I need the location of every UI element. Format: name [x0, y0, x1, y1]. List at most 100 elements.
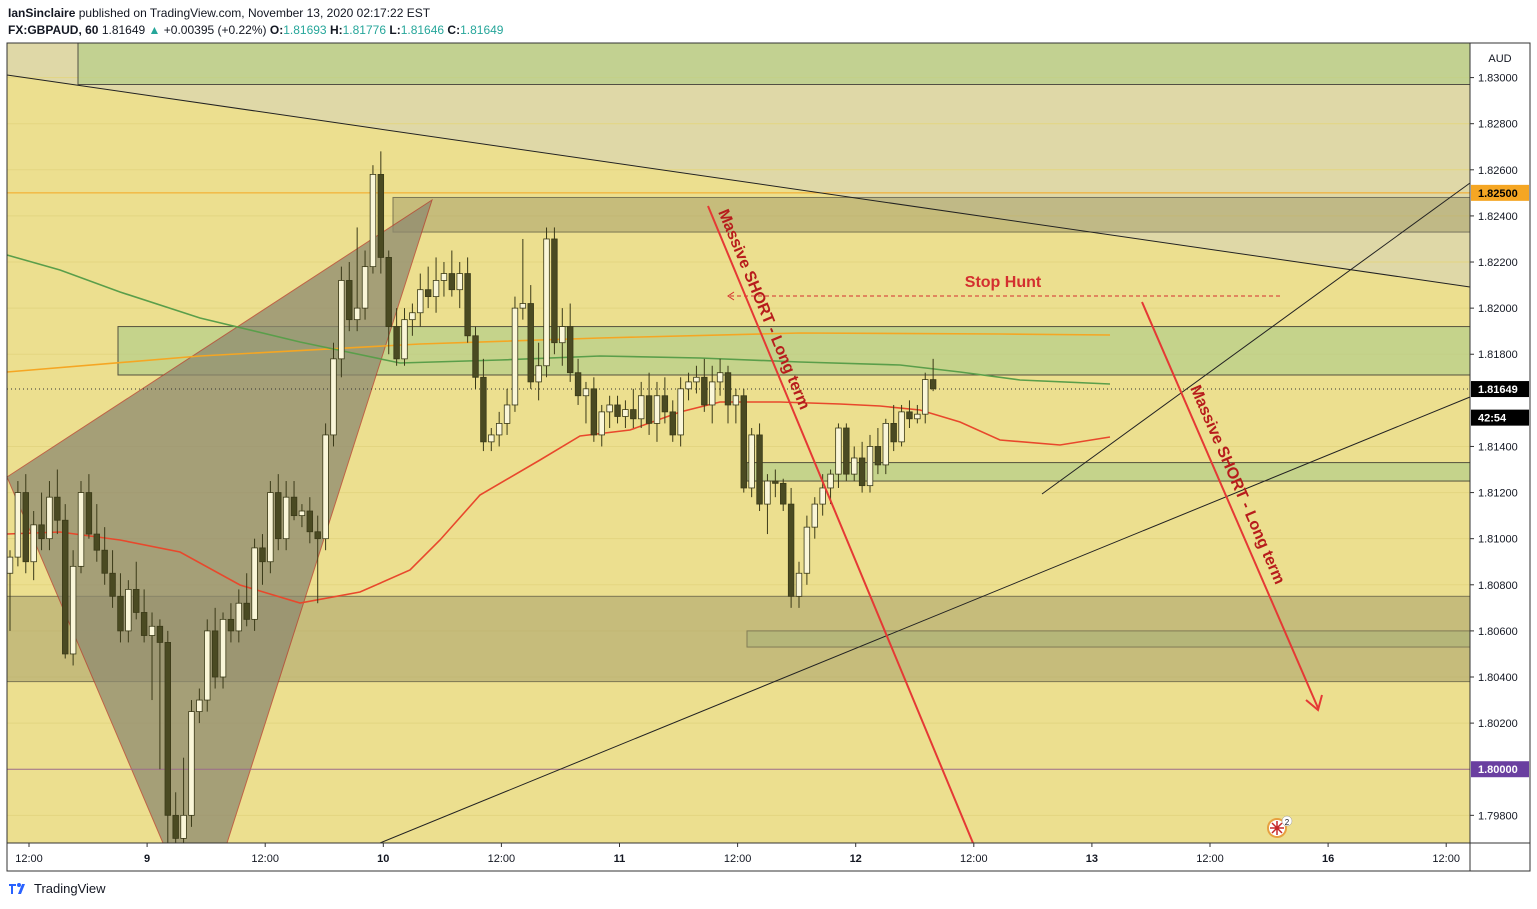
candle-body [440, 273, 448, 281]
candle-body [369, 174, 377, 268]
candle-body [22, 492, 29, 563]
candle-body [298, 510, 306, 517]
y-tick-label: 1.81000 [1478, 534, 1518, 546]
candle-body [204, 630, 211, 701]
candle-body [101, 549, 108, 574]
footer: TradingView [8, 880, 106, 896]
price-axis[interactable] [1470, 43, 1530, 843]
candle-body [906, 411, 913, 420]
price-zone[interactable] [77, 42, 1471, 85]
open-value: 1.81693 [283, 23, 327, 37]
y-tick-label: 1.82400 [1478, 211, 1518, 223]
candle-body [69, 565, 77, 655]
symbol-label[interactable]: FX:GBPAUD, 60 [8, 23, 99, 37]
candle-body [243, 602, 250, 620]
ma-red [6, 401, 1111, 604]
candle-body [677, 388, 684, 436]
candle-body [740, 395, 747, 489]
last-price: 1.81649 [101, 23, 146, 37]
close-label: C: [447, 23, 461, 37]
candle-body [306, 510, 314, 533]
candle-body [614, 404, 621, 417]
candle-body [653, 395, 661, 424]
price-badge [1471, 184, 1529, 201]
short-arrow-1[interactable] [707, 205, 974, 844]
candle-body [756, 434, 763, 505]
candle-body [638, 395, 645, 420]
time-axis[interactable] [7, 843, 1530, 871]
x-tick-label: 12:00 [251, 853, 279, 865]
candle-body [314, 531, 321, 540]
candle-body [669, 411, 676, 436]
candle-body [858, 457, 866, 487]
candle-body [211, 630, 219, 678]
candle-body [480, 376, 487, 443]
ma-orange [6, 332, 1111, 373]
candle-body [701, 376, 708, 406]
candle-body [890, 423, 897, 443]
candle-body [732, 395, 740, 406]
candle-body [219, 618, 227, 678]
candle-body [172, 814, 179, 839]
candle-body [227, 618, 235, 632]
ascending-trendline[interactable] [379, 396, 1471, 844]
stop-hunt-label: Stop Hunt [965, 274, 1042, 291]
candle-body [827, 473, 834, 489]
candle-body [322, 434, 329, 540]
candle-body [401, 319, 408, 360]
candle-body [464, 273, 471, 337]
y-tick-label: 1.80400 [1478, 672, 1518, 684]
candle-body [282, 496, 290, 540]
author-name[interactable]: IanSinclaire [8, 6, 76, 20]
candle-body [361, 266, 369, 309]
stop-hunt-arrow-icon [727, 291, 735, 301]
publish-info: IanSinclaire published on TradingView.co… [8, 6, 430, 20]
candle-body [290, 496, 298, 517]
candle-body [259, 547, 266, 563]
candle-body [622, 409, 629, 417]
descending-trendline[interactable] [6, 74, 1471, 288]
x-tick-label: 12:00 [960, 853, 988, 865]
candle-body [645, 395, 653, 424]
candle-body [267, 492, 274, 563]
x-tick-label: 16 [1322, 853, 1334, 865]
y-tick-label: 1.83000 [1478, 73, 1518, 85]
x-tick-label: 9 [144, 853, 150, 865]
open-label: O: [269, 23, 284, 37]
candle-body [582, 388, 590, 397]
candle-body [795, 572, 803, 597]
candle-body [188, 711, 195, 816]
short-arrow-2[interactable] [1141, 301, 1319, 709]
candle-body [235, 602, 243, 632]
candle-body [117, 595, 124, 632]
candle-body [417, 289, 424, 314]
footer-brand[interactable]: TradingView [34, 880, 106, 896]
y-tick-label: 1.82000 [1478, 303, 1518, 315]
x-tick-label: 12 [850, 853, 862, 865]
candle-body [346, 280, 353, 321]
y-tick-label: 1.82600 [1478, 165, 1518, 177]
candle-body [77, 492, 85, 567]
candle-body [503, 404, 511, 424]
price-zone[interactable] [392, 196, 1471, 233]
candle-body [535, 365, 542, 383]
candle-body [866, 446, 874, 487]
price-badge-label: 42:54 [1478, 413, 1507, 425]
candle-body [14, 492, 22, 558]
tradingview-logo-icon[interactable] [8, 880, 30, 896]
x-tick-label: 13 [1086, 853, 1098, 865]
candle-body [724, 372, 732, 406]
event-count-badge [1281, 815, 1293, 827]
candle-body [914, 413, 921, 420]
candle-body [559, 326, 566, 344]
candle-body [38, 524, 45, 540]
price-badge-label: 1.82500 [1478, 188, 1518, 200]
channel-trendline[interactable] [1041, 182, 1471, 495]
chart-border [6, 42, 1531, 872]
x-tick-label: 12:00 [724, 853, 752, 865]
candle-body [424, 289, 432, 298]
price-badge [1471, 381, 1529, 398]
candle-body [495, 423, 503, 436]
candle-body [787, 503, 795, 597]
